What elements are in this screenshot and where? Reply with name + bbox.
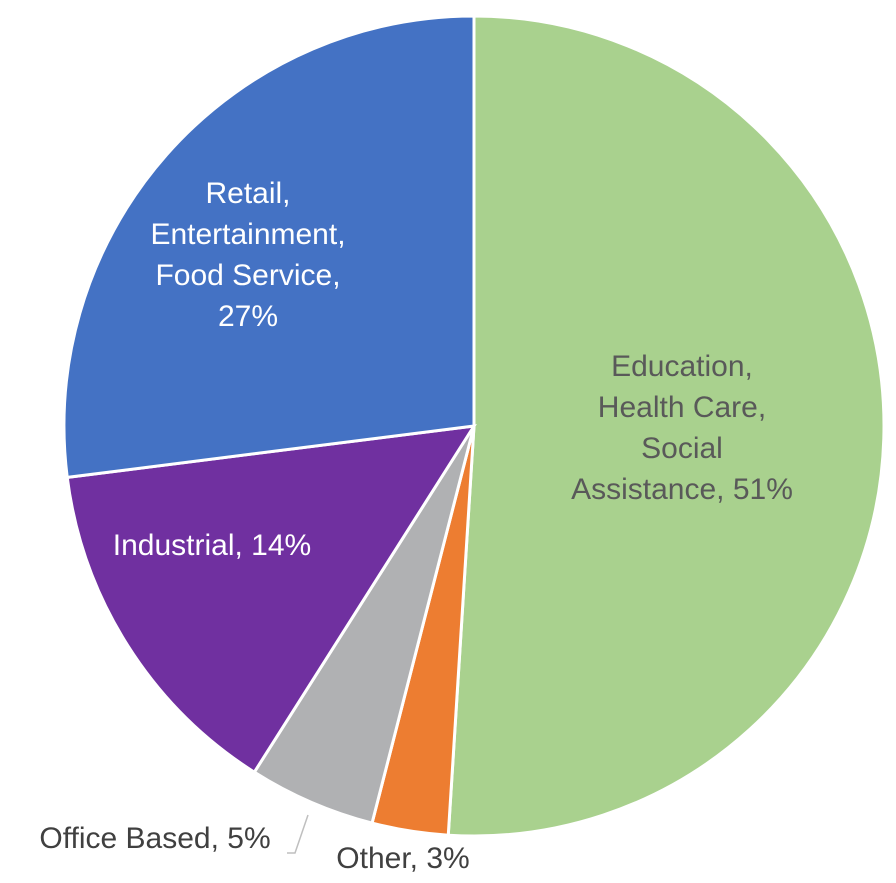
slice-label: Education, Health Care, Social Assistance, … (571, 350, 793, 506)
pie-slice (446, 14, 886, 838)
slice-label-line: Industrial, 14% (113, 529, 311, 562)
slice-label-line: Health Care, (598, 391, 766, 424)
slice-label: Other, 3% (336, 842, 469, 875)
slice-label-line: Food Service, (155, 259, 340, 292)
pie-slice (65, 424, 477, 775)
slice-label-line: Office Based, 5% (39, 822, 270, 855)
slice-label-line: Assistance, 51% (571, 473, 793, 506)
leader-line (287, 814, 309, 854)
slice-label: Retail, Entertainment, Food Service, 27% (150, 177, 345, 333)
pie-slice (62, 14, 476, 480)
slice-label-line: Education, (611, 350, 753, 383)
slice-label-line: Retail, (205, 177, 290, 210)
slice-label-line: Entertainment, (150, 218, 345, 251)
slice-label-line: Social (641, 432, 723, 465)
slice-label-line: Other, 3% (336, 842, 469, 875)
slice-label-line: 27% (218, 300, 278, 333)
slice-label: Office Based, 5% (39, 822, 270, 855)
slice-label: Industrial, 14% (113, 529, 311, 562)
